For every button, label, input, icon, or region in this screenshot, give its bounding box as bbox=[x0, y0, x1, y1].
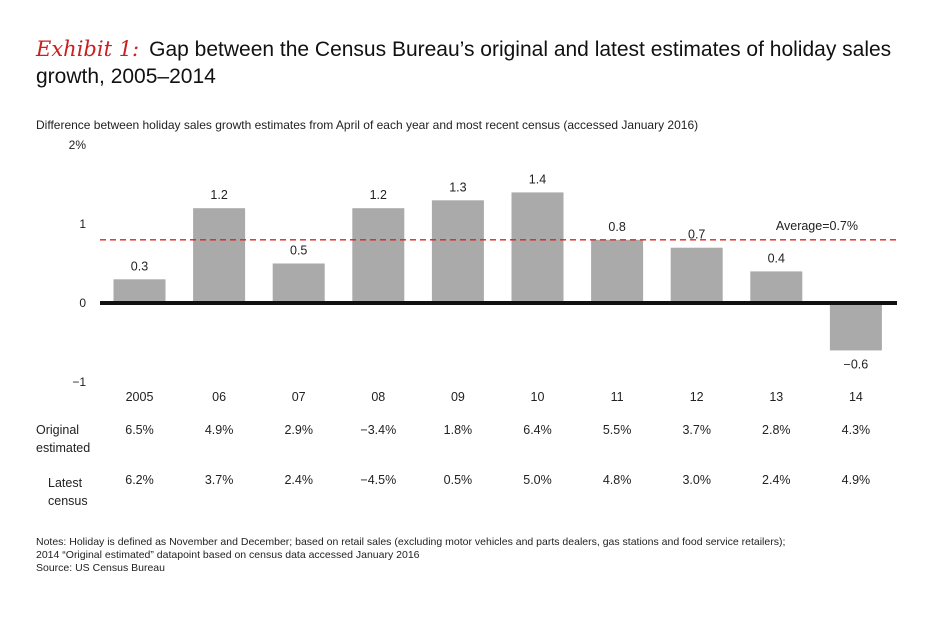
bar bbox=[829, 303, 882, 351]
x-tick-label: 06 bbox=[212, 390, 226, 404]
table-cell-latest: 3.0% bbox=[682, 473, 711, 487]
table-cell-original: 4.9% bbox=[205, 423, 234, 437]
table-cell-latest: −4.5% bbox=[360, 473, 396, 487]
table-cell-latest: 3.7% bbox=[205, 473, 234, 487]
y-tick-label: 1 bbox=[79, 217, 86, 231]
table-cell-latest: 2.4% bbox=[762, 473, 791, 487]
table-cell-original: 6.5% bbox=[125, 423, 154, 437]
row-label-original: Original estimated bbox=[36, 421, 90, 457]
table-cell-latest: 0.5% bbox=[444, 473, 473, 487]
table-cell-original: 5.5% bbox=[603, 423, 632, 437]
data-label: 0.5 bbox=[290, 244, 307, 258]
data-label: 0.7 bbox=[688, 228, 705, 242]
bar bbox=[511, 192, 564, 303]
table-cell-latest: 5.0% bbox=[523, 473, 552, 487]
y-tick-label: −1 bbox=[72, 375, 86, 389]
data-label: 0.3 bbox=[131, 259, 148, 273]
table-cell-original: 3.7% bbox=[682, 423, 711, 437]
bar bbox=[193, 208, 246, 303]
x-tick-label: 08 bbox=[371, 390, 385, 404]
exhibit-label: Exhibit 1: bbox=[36, 37, 140, 61]
y-tick-label: 0 bbox=[79, 296, 86, 310]
data-label: −0.6 bbox=[844, 357, 869, 371]
row-label-latest: Latest census bbox=[48, 474, 88, 510]
table-cell-original: −3.4% bbox=[360, 423, 396, 437]
data-label: 1.2 bbox=[370, 188, 387, 202]
average-label: Average=0.7% bbox=[776, 219, 858, 233]
x-tick-label: 13 bbox=[769, 390, 783, 404]
exhibit-title: Exhibit 1: Gap between the Census Bureau’… bbox=[36, 36, 916, 90]
data-label: 1.2 bbox=[210, 188, 227, 202]
table-cell-original: 1.8% bbox=[444, 423, 473, 437]
x-tick-label: 2005 bbox=[126, 390, 154, 404]
row-label-latest-line1: Latest bbox=[48, 476, 83, 490]
notes-source: Source: US Census Bureau bbox=[36, 562, 165, 574]
data-label: 0.8 bbox=[608, 220, 625, 234]
bar-chart: 2%10−1Average=0.7%0.31.20.51.21.31.40.80… bbox=[69, 138, 897, 487]
bar bbox=[113, 279, 166, 303]
row-label-latest-line2: census bbox=[48, 494, 88, 508]
table-cell-latest: 4.9% bbox=[842, 473, 871, 487]
data-label: 0.4 bbox=[768, 251, 785, 265]
table-cell-original: 6.4% bbox=[523, 423, 552, 437]
table-cell-latest: 4.8% bbox=[603, 473, 632, 487]
bar bbox=[670, 247, 723, 303]
chart-subtitle: Difference between holiday sales growth … bbox=[36, 118, 699, 132]
table-cell-latest: 6.2% bbox=[125, 473, 154, 487]
table-cell-original: 2.9% bbox=[284, 423, 313, 437]
bar bbox=[352, 208, 405, 303]
x-tick-label: 12 bbox=[690, 390, 704, 404]
x-tick-label: 10 bbox=[531, 390, 545, 404]
notes-line-2: 2014 “Original estimated” datapoint base… bbox=[36, 549, 420, 561]
bar bbox=[750, 271, 803, 303]
x-tick-label: 14 bbox=[849, 390, 863, 404]
table-cell-original: 4.3% bbox=[842, 423, 871, 437]
x-tick-label: 11 bbox=[611, 390, 624, 404]
row-label-original-line1: Original bbox=[36, 423, 80, 437]
table-cell-latest: 2.4% bbox=[284, 473, 313, 487]
bar bbox=[591, 239, 644, 303]
bar bbox=[272, 263, 325, 303]
row-label-original-line2: estimated bbox=[36, 441, 91, 455]
data-label: 1.4 bbox=[529, 172, 546, 186]
bar bbox=[431, 200, 484, 303]
chart-notes: Notes: Holiday is defined as November an… bbox=[36, 536, 916, 575]
exhibit-title-text: Gap between the Census Bureau’s original… bbox=[36, 38, 892, 88]
notes-line-1: Notes: Holiday is defined as November an… bbox=[36, 536, 786, 548]
x-tick-label: 07 bbox=[292, 390, 306, 404]
x-tick-label: 09 bbox=[451, 390, 465, 404]
data-label: 1.3 bbox=[449, 180, 466, 194]
table-cell-original: 2.8% bbox=[762, 423, 791, 437]
y-tick-label: 2% bbox=[69, 138, 87, 152]
